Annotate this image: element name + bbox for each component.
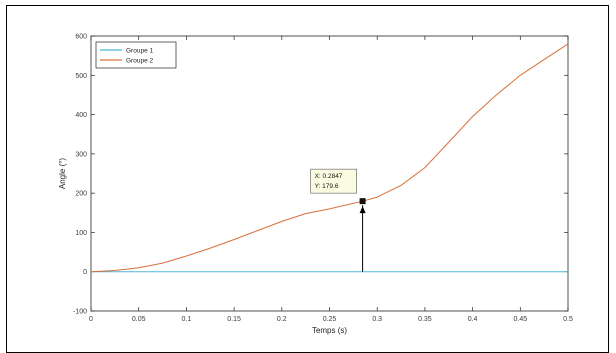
x-tick-label: 0.5 [563, 316, 573, 323]
x-tick-label: 0 [89, 316, 93, 323]
y-tick-label: 100 [75, 230, 87, 237]
x-axis-label: Temps (s) [312, 326, 347, 335]
y-axis-label: Angle (°) [58, 158, 67, 190]
series-line-2 [90, 43, 569, 273]
datatip-arrowhead [359, 206, 366, 214]
x-tick-label: 0.15 [227, 316, 241, 323]
y-tick-label: 500 [75, 73, 87, 80]
y-tick-label: 600 [75, 34, 87, 41]
y-tick-label: 0 [83, 269, 87, 276]
x-tick-label: 0.35 [418, 316, 432, 323]
x-tick-label: 0.4 [468, 316, 478, 323]
x-tick-label: 0.3 [372, 316, 382, 323]
x-tick-label: 0.2 [277, 316, 287, 323]
line-chart: 0 0.05 0.1 0.15 0.2 0.25 0.3 0.35 0.4 0.45 0.5 -100… [58, 34, 573, 336]
datatip-y-text: Y: 179.6 [315, 183, 339, 190]
x-tick-label: 0.1 [182, 316, 192, 323]
datatip-marker[interactable] [359, 198, 366, 205]
legend-label-2: Groupe 2 [126, 58, 153, 65]
y-tick-label: 300 [75, 151, 87, 158]
y-tick-label: 400 [75, 112, 87, 119]
legend-box[interactable] [95, 41, 177, 69]
x-tick-label: 0.45 [513, 316, 527, 323]
y-tick-label: -100 [73, 309, 87, 316]
x-tick-label: 0.05 [132, 316, 146, 323]
datatip-box[interactable] [310, 168, 357, 194]
legend-label-1: Groupe 1 [126, 48, 153, 55]
datatip-x-text: X: 0.2847 [315, 173, 343, 180]
x-tick-label: 0.25 [323, 316, 337, 323]
y-tick-label: 200 [75, 191, 87, 198]
